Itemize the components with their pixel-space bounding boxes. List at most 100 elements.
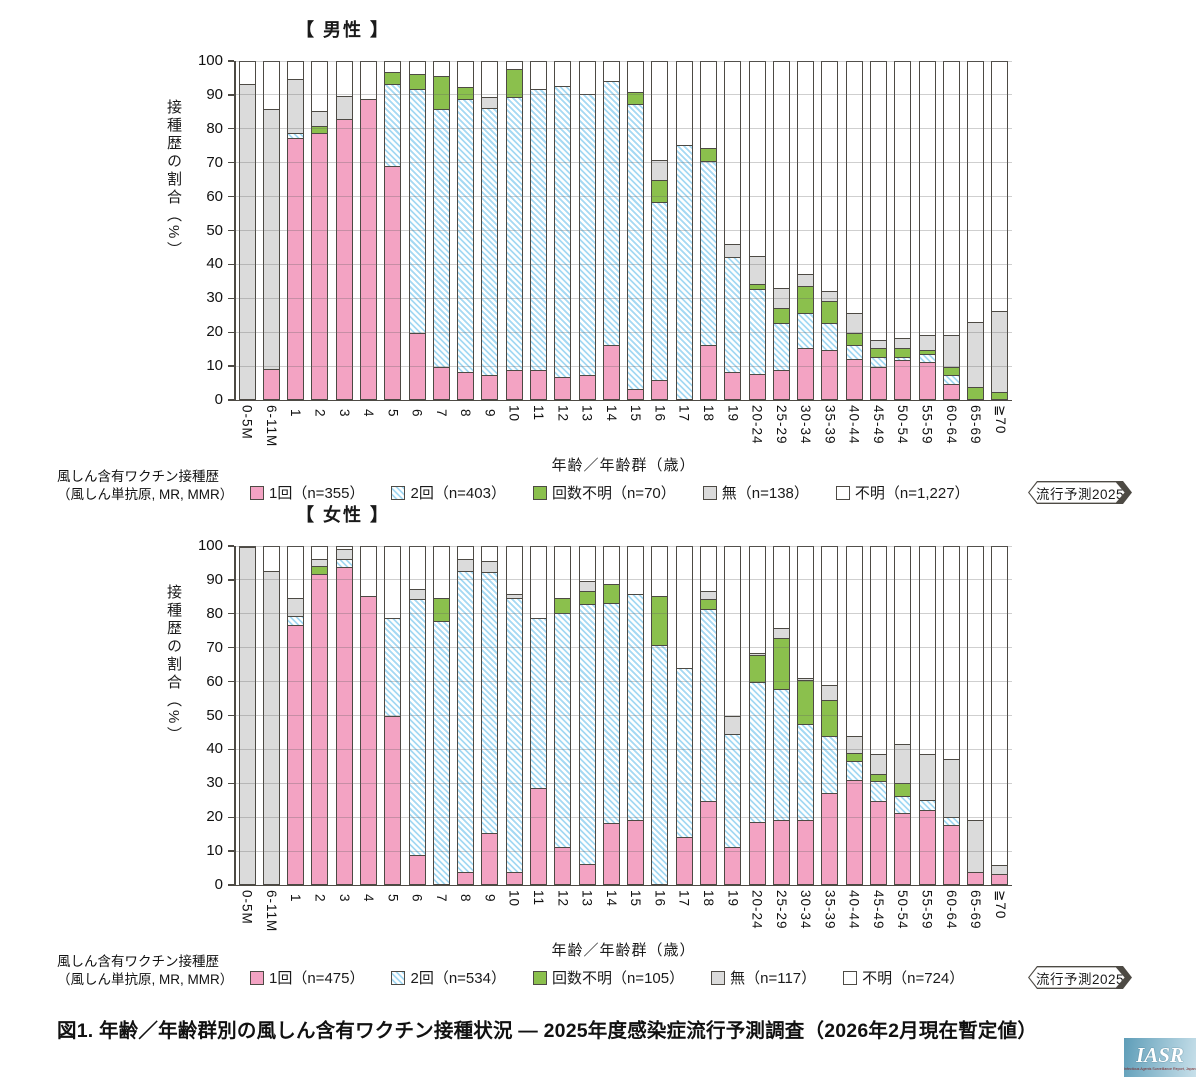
bar-15: [627, 61, 645, 400]
bar-50-54: [894, 61, 912, 400]
female-plot-area: 0 10 20 30 40 50 60 70 80 90 100 0-5M 6-11M 1 2 3 4 5 6 7 8 9…: [198, 537, 1012, 932]
y-tick-label: 60: [206, 187, 223, 205]
x-tick-label: 40-44: [846, 405, 862, 445]
y-tick-label: 70: [206, 153, 223, 171]
segment-dose2-18: [700, 609, 716, 802]
segment-dose_unknown-45-49: [870, 774, 886, 782]
segment-dose_unknown-30-34: [798, 680, 814, 724]
gridline-40: [235, 263, 1012, 265]
none-swatch: [702, 485, 717, 500]
bar-5: [384, 61, 402, 400]
bar-14: [602, 61, 620, 400]
gridline-60: [235, 681, 1012, 683]
segment-dose1-13: [579, 375, 595, 399]
bar-40-44: [845, 61, 863, 400]
segment-dose1-20-24: [749, 373, 765, 399]
x-tick-label: 2: [312, 894, 328, 903]
bar-65-69: [967, 546, 985, 885]
segment-dose_unknown-2: [312, 126, 328, 133]
segment-none-3: [336, 95, 352, 120]
legend-item-label: 不明（n=1,227）: [854, 485, 970, 502]
segment-none-9: [482, 560, 498, 573]
x-tick-label: 5: [385, 894, 401, 903]
y-tick-100: [228, 60, 234, 62]
segment-dose1-15: [628, 388, 644, 399]
legend-item-label: 2回（n=534）: [410, 970, 506, 987]
gridline-20: [235, 816, 1012, 818]
segment-dose1-65-69: [968, 872, 984, 884]
segment-dose_unknown-18: [700, 599, 716, 610]
x-tick-label: 6-11M: [263, 405, 279, 448]
bar-18: [699, 61, 717, 400]
segment-dose1-40-44: [846, 779, 862, 884]
x-tick-label: 11: [531, 890, 547, 907]
segment-dose2-5: [385, 83, 401, 167]
segment-dose1-40-44: [846, 358, 862, 399]
x-tick-label: 12: [555, 890, 571, 908]
segment-dose1-50-54: [895, 813, 911, 884]
gridline-0: [235, 884, 1012, 887]
legend-item-none: 無（n=138）: [702, 482, 809, 503]
segment-dose2-9: [482, 572, 498, 834]
x-tick-label: 14: [603, 405, 619, 423]
segment-dose2-15: [628, 594, 644, 820]
x-tick-label: 9: [482, 409, 498, 418]
y-tick-90: [228, 579, 234, 581]
segment-dose2-50-54: [895, 796, 911, 814]
bar-2: [311, 61, 329, 400]
x-tick-label: 35-39: [822, 405, 838, 445]
bar-7: [432, 61, 450, 400]
segment-none-8: [458, 558, 474, 571]
gridline-60: [235, 196, 1012, 198]
x-tick-label: 35-39: [822, 890, 838, 930]
segment-dose1-25-29: [773, 819, 789, 884]
segment-none-60-64: [943, 759, 959, 817]
legend-item-label: 1回（n=355）: [269, 485, 365, 502]
segment-dose2-60-64: [943, 375, 959, 384]
x-tick-label: 5: [385, 409, 401, 418]
bar-60-64: [942, 546, 960, 885]
y-tick-label: 40: [206, 740, 223, 758]
segment-none-≧70: [992, 311, 1008, 393]
y-tick-label: 10: [206, 357, 223, 375]
segment-dose_unknown-35-39: [822, 301, 838, 324]
segment-dose1-18: [700, 801, 716, 884]
segment-dose2-50-54: [895, 356, 911, 361]
segment-dose1-9: [482, 375, 498, 399]
segment-dose_unknown-8: [458, 87, 474, 100]
male-chart-title: 【 男性 】: [296, 20, 391, 40]
x-tick-label: 14: [603, 890, 619, 908]
segment-dose1-9: [482, 833, 498, 884]
unknown-swatch: [843, 970, 858, 985]
segment-dose1-15: [628, 819, 644, 884]
iasr-logo-text: IASR: [1136, 1043, 1184, 1067]
x-tick-label: 30-34: [798, 405, 814, 445]
x-tick-label: 1: [288, 894, 304, 903]
gridline-70: [235, 162, 1012, 164]
x-tick-label: 4: [361, 409, 377, 418]
bar-≧70: [991, 61, 1009, 400]
bar-0-5M: [238, 546, 256, 885]
segment-dose1-60-64: [943, 825, 959, 884]
segment-none-25-29: [773, 627, 789, 638]
bar-6-11M: [262, 61, 280, 400]
segment-dose1-50-54: [895, 360, 911, 399]
x-tick-label: 15: [628, 890, 644, 908]
bar-55-59: [918, 546, 936, 885]
legend-item-unknown: 不明（n=1,227）: [835, 482, 970, 503]
segment-dose1-19: [725, 372, 741, 399]
segment-none-55-59: [919, 334, 935, 351]
bar-13: [578, 61, 596, 400]
male-legend: 1回（n=355） 2回（n=403） 回数不明（n=70） 無（n=138） 不明（n…: [250, 481, 1194, 504]
segment-dose2-40-44: [846, 345, 862, 359]
legend-item-dose2: 2回（n=534）: [391, 967, 506, 988]
x-tick-label: 7: [433, 894, 449, 903]
segment-none-6: [409, 589, 425, 600]
x-tick-label: 6: [409, 894, 425, 903]
gridline-80: [235, 613, 1012, 615]
gridline-90: [235, 94, 1012, 96]
segment-dose2-40-44: [846, 761, 862, 780]
y-tick-label: 90: [206, 570, 223, 588]
bar-6: [408, 61, 426, 400]
segment-dose1-12: [555, 846, 571, 884]
